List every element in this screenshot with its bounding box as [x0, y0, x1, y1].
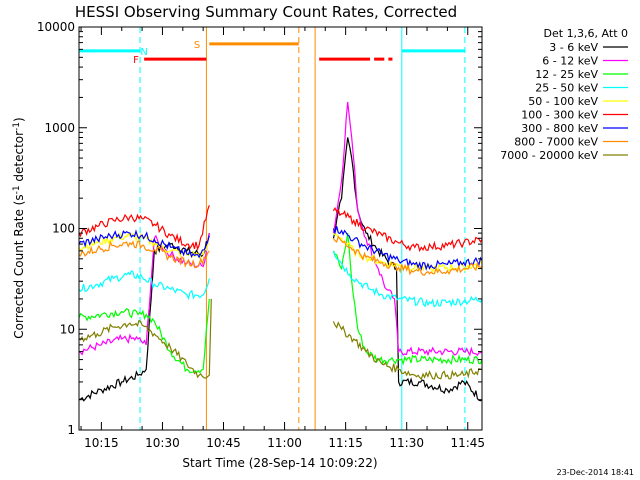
chart-title: HESSI Observing Summary Count Rates, Cor…: [75, 3, 457, 21]
x-tick-label-5: 11:30: [389, 436, 424, 450]
series-8-segment-1: [332, 321, 483, 381]
data-series: [78, 101, 483, 402]
legend-label-5: 100 - 300 keV: [521, 109, 598, 122]
legend-label-7: 800 - 7000 keV: [514, 136, 598, 149]
series-5-segment-1: [332, 206, 483, 253]
series-3-segment-0: [78, 270, 210, 301]
x-tick-label-2: 10:45: [206, 436, 241, 450]
x-axis-label: Start Time (28-Sep-14 10:09:22): [182, 456, 377, 470]
y-axis-label: Corrected Count Rate (s-1 detector-1): [12, 117, 26, 338]
x-tick-label-1: 10:30: [145, 436, 180, 450]
series-6-segment-1: [332, 226, 483, 271]
x-tick-label-0: 10:15: [84, 436, 119, 450]
x-tick-label-6: 11:45: [450, 436, 485, 450]
x-tick-label-4: 11:15: [328, 436, 363, 450]
legend-title: Det 1,3,6, Att 0: [544, 27, 628, 40]
flag-label-N: N: [140, 47, 147, 58]
legend-label-3: 25 - 50 keV: [535, 82, 598, 95]
flag-label-F: F: [133, 55, 139, 66]
series-1-segment-1: [332, 101, 483, 357]
y-tick-label-2: 100: [52, 222, 75, 236]
y-tick-label-0: 1: [67, 423, 75, 437]
legend-label-1: 6 - 12 keV: [542, 55, 598, 68]
series-6-segment-0: [78, 229, 210, 259]
y-tick-label-3: 1000: [44, 121, 75, 135]
legend-label-0: 3 - 6 keV: [549, 41, 598, 54]
y-axis: 1 10 100 1000 10000: [37, 20, 482, 437]
legend-label-6: 300 - 800 keV: [521, 122, 598, 135]
series-7-segment-0: [78, 240, 210, 269]
x-tick-label-3: 11:00: [267, 436, 302, 450]
series-7-segment-1: [332, 235, 483, 276]
series-2-segment-1: [332, 233, 483, 366]
x-axis: 10:15 10:30 10:45 11:00 11:15 11:30 11:45: [80, 27, 485, 450]
y-tick-label-4: 10000: [37, 20, 75, 34]
legend-label-8: 7000 - 20000 keV: [500, 149, 598, 162]
series-3-segment-1: [332, 250, 483, 308]
series-5-segment-0: [78, 205, 210, 251]
legend-label-2: 12 - 25 keV: [535, 68, 598, 81]
state-flag-bars: NF S: [79, 40, 465, 66]
y-tick-label-1: 10: [60, 322, 75, 336]
timestamp: 23-Dec-2014 18:41: [557, 468, 634, 477]
series-2-segment-0: [78, 298, 210, 374]
series-0-segment-0: [78, 232, 210, 402]
series-8-segment-0: [78, 298, 212, 379]
flag-label-S: S: [194, 40, 200, 51]
legend-label-4: 50 - 100 keV: [528, 95, 598, 108]
